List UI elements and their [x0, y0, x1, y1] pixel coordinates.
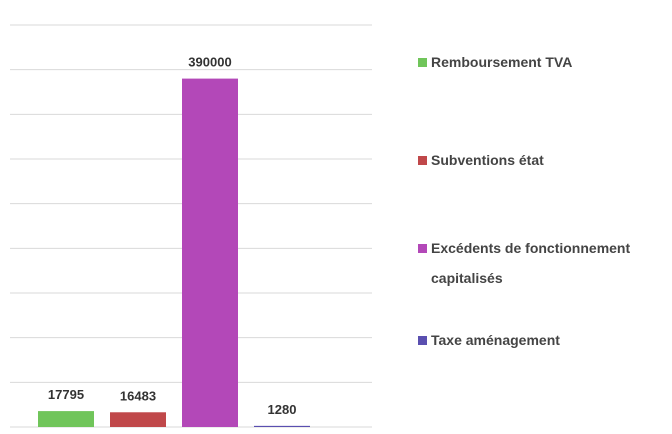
- bar: [254, 425, 310, 427]
- legend: Remboursement TVA Subventions état Excéden…: [418, 0, 672, 434]
- legend-item: Remboursement TVA: [418, 47, 668, 77]
- bar: [38, 411, 94, 427]
- bar: [182, 78, 238, 427]
- data-label: 17795: [48, 387, 84, 402]
- legend-swatch: [418, 336, 427, 345]
- legend-label: Subventions état: [431, 152, 544, 168]
- legend-label: Remboursement TVA: [431, 54, 573, 70]
- data-label: 390000: [188, 55, 231, 70]
- legend-item: Subventions état: [418, 145, 668, 175]
- legend-item: Taxe aménagement: [418, 325, 668, 355]
- legend-swatch: [418, 244, 427, 253]
- data-label: 16483: [120, 388, 156, 403]
- bar: [110, 412, 166, 427]
- legend-swatch: [418, 58, 427, 67]
- legend-label: Excédents de fonctionnement capitalisés: [431, 240, 631, 286]
- data-label: 1280: [268, 402, 297, 417]
- legend-item: Excédents de fonctionnement capitalisés: [418, 233, 668, 293]
- legend-label: Taxe aménagement: [431, 332, 560, 348]
- legend-swatch: [418, 156, 427, 165]
